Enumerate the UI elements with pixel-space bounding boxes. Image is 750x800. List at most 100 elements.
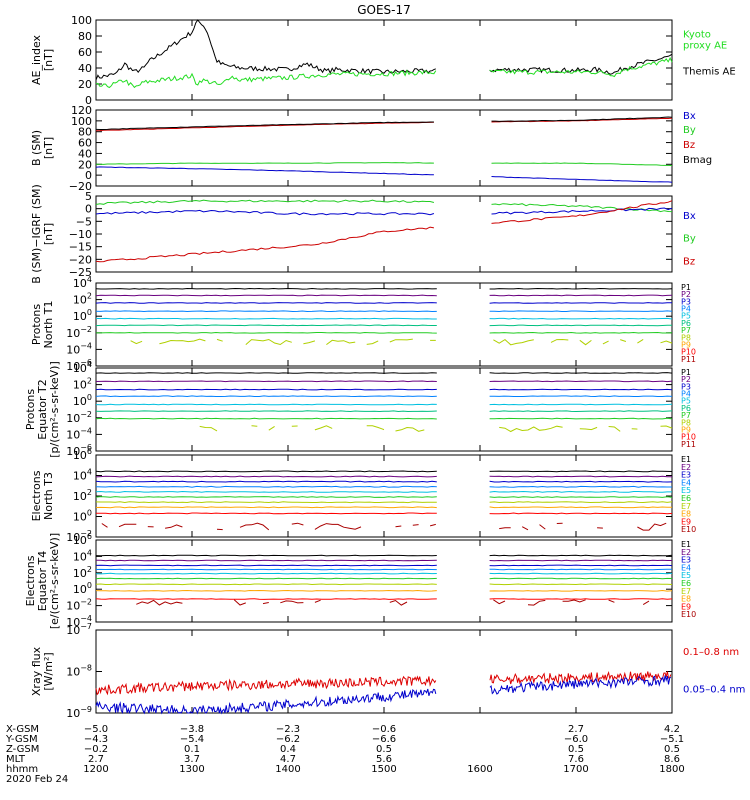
y-tick-label: 20 [78,78,92,91]
flux-channel-line [95,372,673,374]
y-tick-exponent: 0 [87,581,92,590]
y-tick-base: 10 [66,360,80,373]
legend-entry: E5 [681,486,691,495]
y-axis-label: ElectronsNorth T3 [30,470,55,521]
legend-entry: P7 [681,326,691,335]
legend-entry: P10 [681,348,696,357]
y-axis-label-line: Equator T2 [36,379,49,439]
legend-entry: E7 [681,502,691,511]
legend-entry-line: proxy AE [683,41,727,52]
legend-entry: P8 [681,333,691,342]
y-tick-label: 100 [73,509,92,524]
y-tick-label: −15 [69,241,92,254]
legend-entry: E7 [681,587,691,596]
ephemeris-value: 0.5 [664,744,680,755]
legend-entry-line: Bx [683,211,696,222]
y-tick-base: 10 [73,277,87,290]
y-tick-label: 60 [78,46,92,59]
y-tick-label: 102 [73,292,92,307]
series-line [95,19,673,81]
y-tick-label: 0 [85,94,92,107]
y-tick-base: 10 [66,428,80,441]
y-tick-exponent: 4 [87,275,92,284]
series-line [95,207,673,216]
date-label: 2020 Feb 24 [6,774,68,785]
flux-channel-line [95,410,673,413]
panel-frame [95,19,673,101]
y-tick-base: 10 [73,511,87,524]
y-tick-exponent: 0 [87,308,92,317]
y-tick-base: 10 [73,362,87,375]
flux-channel-line [95,287,673,290]
ephemeris-value: 0.5 [568,744,584,755]
y-tick-base: 10 [73,567,87,580]
y-tick-label: 60 [78,137,92,150]
ephemeris-row-label: MLT [6,754,26,765]
ephemeris-value: 3.7 [184,754,200,765]
y-axis-label: B (SM)−IGRF (SM)[nT] [30,184,55,284]
flux-channel-line [95,388,673,391]
legend-entry-line: 0.1–0.8 nm [683,647,739,658]
legend-entry: P1 [681,283,691,292]
y-tick-exponent: −6 [80,358,92,367]
y-axis-label-line: Electrons [24,555,37,606]
ephemeris-value: 0.1 [184,744,200,755]
legend-entry: P11 [681,355,696,364]
y-axis-label-line: Electrons [30,470,43,521]
ephemeris-value: 4.2 [664,724,680,735]
flux-channel-line [95,417,673,420]
flux-channel-line [136,600,660,605]
flux-channel-line [95,554,673,557]
y-tick-label: 100 [73,393,92,408]
y-tick-label: 100 [71,115,92,128]
y-tick-base: 10 [66,327,80,340]
y-tick-label: −20 [69,180,92,193]
panel-frame [95,539,673,623]
panel-frame [95,109,673,187]
flux-channel-line [95,577,673,580]
y-tick-label: −5 [76,215,92,228]
series-line [95,56,673,89]
ephemeris-value: 0.5 [376,744,392,755]
legend-entry: Bx [683,111,696,122]
y-axis-label-line: B (SM) [30,130,43,166]
ephemeris-row-label: Y-GSM [5,734,38,745]
y-tick-base: 10 [73,534,87,547]
legend-entry: E6 [681,579,691,588]
ephemeris-value: −0.6 [372,724,396,735]
y-tick-label: −10 [69,228,92,241]
legend-entry: P5 [681,397,691,406]
ephemeris-value: 2.7 [88,754,104,765]
y-axis-label: AE_index[nT] [30,34,55,85]
flux-channel-line [95,480,673,483]
y-axis-label: B (SM)[nT] [30,130,55,166]
flux-channel-line [95,501,673,504]
legend-entry: P9 [681,340,691,349]
legend-entry: P8 [681,418,691,427]
series-line [95,200,673,263]
y-tick-base: 10 [73,395,87,408]
legend-entry: Bz [683,140,695,151]
y-tick-label: 10−9 [66,705,92,720]
flux-channel-line [95,310,673,313]
y-tick-label: 104 [73,360,92,375]
y-axis-label-line: [nT] [42,137,55,159]
y-tick-label: 10−4 [66,426,92,441]
y-axis-label-line: [nT] [42,49,55,71]
y-tick-label: 10−4 [66,614,92,629]
legend-entry: E2 [681,548,691,557]
y-tick-label: 10−6 [66,358,92,373]
y-axis-label-line: North T3 [42,472,55,520]
y-tick-label: 104 [73,275,92,290]
legend-entry: E9 [681,517,691,526]
ephemeris-value: 0.4 [280,744,296,755]
flux-channel-line [96,331,673,334]
y-tick-base: 10 [66,616,80,629]
y-tick-label: 0 [85,169,92,182]
legend-entry: Bx [683,211,696,222]
legend-entry: P11 [681,440,696,449]
y-tick-label: 40 [78,62,92,75]
ephemeris-value: −5.4 [180,734,204,745]
